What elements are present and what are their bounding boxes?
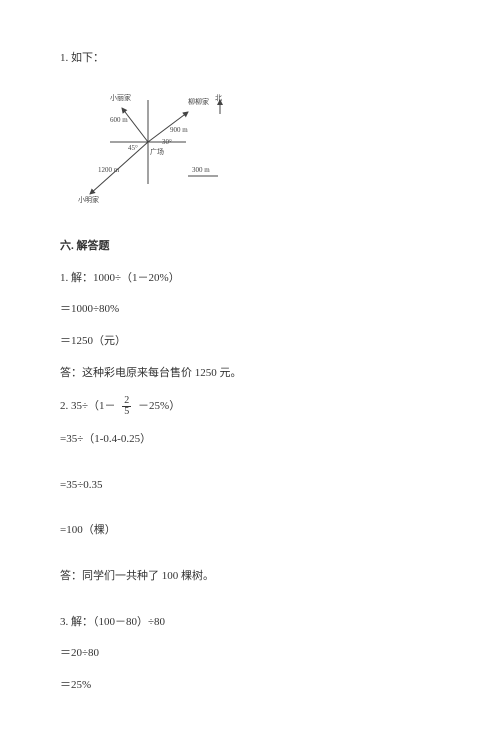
p1-line1: 1. 解：1000÷（1－20%） xyxy=(60,270,440,288)
svg-text:广场: 广场 xyxy=(150,147,164,156)
p2-line3: =35÷0.35 xyxy=(60,477,440,495)
p2-suffix: －25%） xyxy=(138,400,180,412)
p1-line3: ＝1250（元） xyxy=(60,333,440,351)
svg-text:300 m: 300 m xyxy=(192,166,210,174)
svg-text:1200 m: 1200 m xyxy=(98,166,120,174)
fraction-denominator: 5 xyxy=(122,407,131,417)
section-6-heading: 六. 解答题 xyxy=(60,238,440,256)
svg-text:小明家: 小明家 xyxy=(78,195,99,204)
fraction-two-fifths: 2 5 xyxy=(122,396,131,417)
page-content: 1. 如下： 小丽家 柳柳家北广场小明家 600 m 900 m 1200 m 300 m… xyxy=(0,0,500,738)
p2-answer: 答：同学们一共种了 100 棵树。 xyxy=(60,568,440,586)
p2-line1: 2. 35÷（1－ 2 5 －25%） xyxy=(60,396,440,417)
svg-text:900 m: 900 m xyxy=(170,126,188,134)
p2-line4: =100（棵） xyxy=(60,522,440,540)
q1-label: 1. 如下： xyxy=(60,50,440,68)
p1-line2: ＝1000÷80% xyxy=(60,301,440,319)
svg-text:45°: 45° xyxy=(128,144,138,152)
p3-line2: ＝20÷80 xyxy=(60,645,440,663)
p3-line1: 3. 解：（100－80）÷80 xyxy=(60,614,440,632)
p2-line2: =35÷（1-0.4-0.25） xyxy=(60,431,440,449)
svg-text:小丽家: 小丽家 xyxy=(110,93,131,102)
p3-line3: ＝25% xyxy=(60,677,440,695)
svg-text:柳柳家: 柳柳家 xyxy=(188,97,209,106)
compass-diagram: 小丽家 柳柳家北广场小明家 600 m 900 m 1200 m 300 m 45° 30° xyxy=(70,82,440,219)
svg-text:600 m: 600 m xyxy=(110,116,128,124)
svg-text:30°: 30° xyxy=(162,138,172,146)
p2-prefix: 2. 35÷（1－ xyxy=(60,400,116,412)
svg-text:北: 北 xyxy=(215,94,222,102)
p1-answer: 答：这种彩电原来每台售价 1250 元。 xyxy=(60,365,440,383)
